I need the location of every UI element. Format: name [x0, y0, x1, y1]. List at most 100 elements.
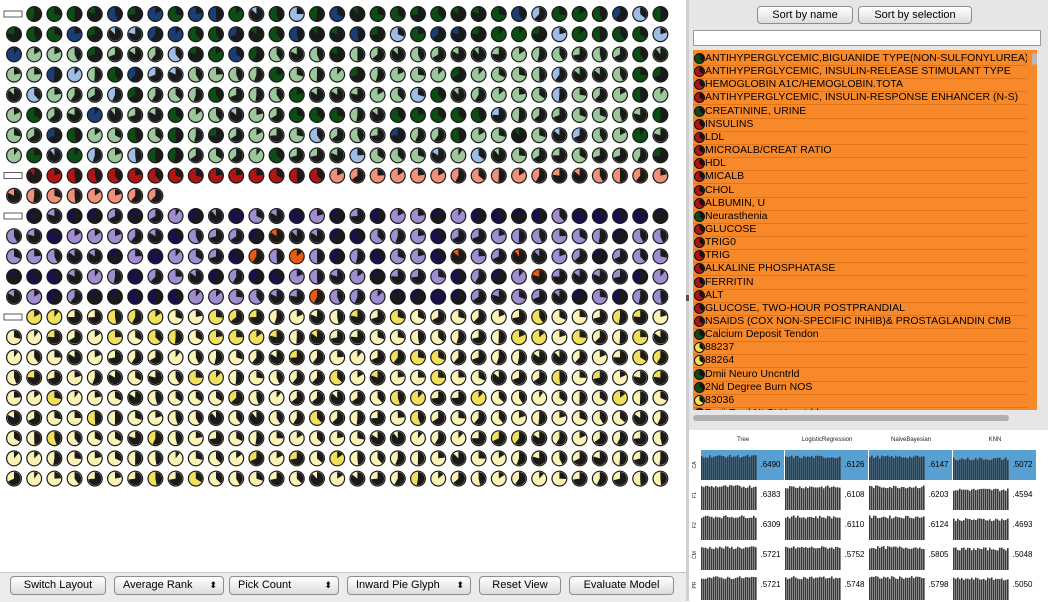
list-item[interactable]: MICROALB/CREAT RATIO: [693, 144, 1027, 159]
pie-glyph[interactable]: [591, 349, 608, 366]
pie-glyph[interactable]: [490, 66, 507, 83]
pie-glyph[interactable]: [369, 5, 386, 23]
pie-glyph[interactable]: [511, 208, 528, 225]
pie-glyph[interactable]: [26, 106, 43, 123]
pie-glyph[interactable]: [127, 5, 144, 23]
pie-glyph[interactable]: [632, 410, 649, 427]
pie-glyph[interactable]: [591, 369, 608, 386]
pie-glyph[interactable]: [632, 369, 649, 386]
pie-glyph[interactable]: [531, 46, 548, 63]
pie-glyph[interactable]: [511, 66, 528, 83]
pie-glyph[interactable]: [5, 127, 23, 144]
pie-glyph[interactable]: [187, 329, 204, 346]
pie-glyph[interactable]: [511, 167, 528, 184]
pie-glyph[interactable]: [187, 430, 204, 447]
pie-glyph[interactable]: [329, 127, 346, 144]
pie-glyph[interactable]: [349, 349, 366, 366]
pie-glyph[interactable]: [389, 106, 406, 123]
pie-glyph[interactable]: [430, 66, 447, 83]
pie-glyph[interactable]: [410, 5, 427, 23]
pie-glyph[interactable]: [470, 288, 487, 305]
pie-glyph[interactable]: [86, 147, 103, 164]
pie-glyph[interactable]: [490, 127, 507, 144]
pie-glyph[interactable]: [86, 46, 103, 63]
pie-glyph[interactable]: [127, 349, 144, 366]
list-item[interactable]: ANTIHYPERGLYCEMIC, INSULIN-RELEASE STIMU…: [693, 65, 1027, 80]
pie-glyph[interactable]: [470, 268, 487, 285]
pie-glyph[interactable]: [551, 288, 568, 305]
pie-glyph[interactable]: [26, 410, 43, 427]
pie-glyph[interactable]: [147, 410, 164, 427]
pie-glyph[interactable]: [511, 430, 528, 447]
pie-glyph[interactable]: [389, 410, 406, 427]
pie-glyph[interactable]: [228, 147, 245, 164]
pie-glyph[interactable]: [288, 389, 305, 406]
pie-glyph[interactable]: [167, 369, 184, 386]
pie-glyph[interactable]: [551, 329, 568, 346]
pie-glyph[interactable]: [531, 248, 548, 265]
pie-glyph[interactable]: [329, 470, 346, 487]
pie-glyph[interactable]: [127, 147, 144, 164]
matrix-cell[interactable]: .5072: [953, 450, 1036, 480]
pie-glyph[interactable]: [5, 66, 23, 83]
pie-glyph[interactable]: [5, 369, 23, 386]
pie-glyph[interactable]: [591, 309, 608, 326]
pie-glyph[interactable]: [652, 46, 669, 63]
pie-glyph[interactable]: [369, 106, 386, 123]
pie-glyph[interactable]: [26, 450, 43, 467]
pie-glyph[interactable]: [652, 106, 669, 123]
pie-glyph[interactable]: [147, 349, 164, 366]
pie-glyph[interactable]: [349, 66, 366, 83]
pie-glyph[interactable]: [127, 167, 144, 184]
pie-glyph[interactable]: [551, 106, 568, 123]
pie-glyph[interactable]: [531, 106, 548, 123]
pie-glyph[interactable]: [127, 288, 144, 305]
list-item[interactable]: HEMOGLOBIN A1C/HEMOGLOBIN.TOTA: [693, 78, 1027, 93]
pie-glyph[interactable]: [26, 26, 43, 43]
pie-glyph[interactable]: [208, 127, 225, 144]
pie-glyph[interactable]: [187, 470, 204, 487]
list-item[interactable]: Calcium Deposit Tendon: [693, 328, 1027, 343]
pie-glyph[interactable]: [611, 349, 628, 366]
pie-glyph[interactable]: [632, 86, 649, 103]
pie-glyph[interactable]: [369, 248, 386, 265]
pie-glyph[interactable]: [430, 450, 447, 467]
pie-glyph[interactable]: [470, 208, 487, 225]
pie-glyph[interactable]: [167, 450, 184, 467]
pie-glyph[interactable]: [147, 268, 164, 285]
pie-glyph[interactable]: [369, 147, 386, 164]
pie-glyph[interactable]: [66, 309, 83, 326]
pie-glyph[interactable]: [329, 228, 346, 245]
pie-glyph[interactable]: [329, 167, 346, 184]
pie-glyph[interactable]: [288, 66, 305, 83]
pie-glyph[interactable]: [167, 228, 184, 245]
pie-glyph[interactable]: [632, 26, 649, 43]
pie-glyph[interactable]: [187, 389, 204, 406]
pie-glyph[interactable]: [511, 127, 528, 144]
pie-glyph[interactable]: [329, 26, 346, 43]
pie-glyph[interactable]: [591, 86, 608, 103]
pie-glyph[interactable]: [208, 410, 225, 427]
pie-glyph[interactable]: [288, 248, 305, 265]
list-item[interactable]: TRIG: [693, 249, 1027, 264]
pie-glyph[interactable]: [228, 248, 245, 265]
pie-glyph[interactable]: [187, 450, 204, 467]
pie-glyph[interactable]: [86, 228, 103, 245]
pie-glyph[interactable]: [309, 268, 326, 285]
pie-glyph[interactable]: [106, 208, 123, 225]
pie-glyph[interactable]: [248, 450, 265, 467]
pie-glyph[interactable]: [288, 228, 305, 245]
pie-glyph[interactable]: [591, 167, 608, 184]
matrix-cell[interactable]: .5721: [701, 570, 784, 600]
pie-glyph[interactable]: [66, 147, 83, 164]
pie-glyph[interactable]: [46, 187, 63, 204]
pie-glyph[interactable]: [228, 106, 245, 123]
pie-glyph[interactable]: [349, 309, 366, 326]
pie-glyph[interactable]: [571, 410, 588, 427]
pie-glyph[interactable]: [208, 5, 225, 23]
pie-glyph[interactable]: [5, 147, 23, 164]
pie-glyph[interactable]: [46, 46, 63, 63]
pie-glyph[interactable]: [309, 369, 326, 386]
pie-glyph[interactable]: [490, 106, 507, 123]
pie-glyph[interactable]: [410, 369, 427, 386]
